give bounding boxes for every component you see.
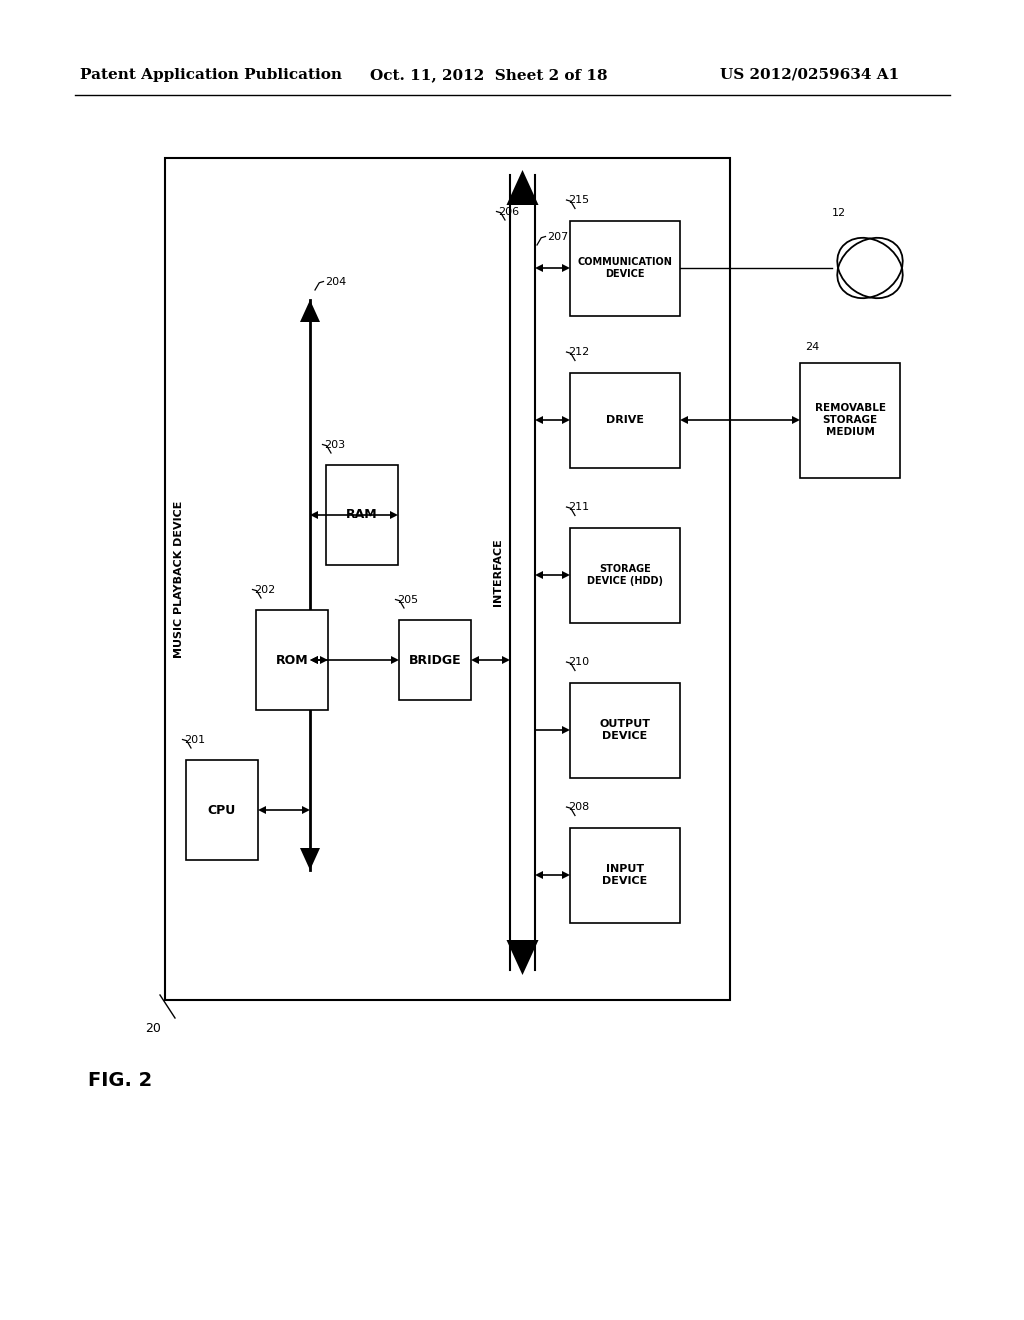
Polygon shape (507, 940, 539, 975)
Text: BRIDGE: BRIDGE (409, 653, 462, 667)
Text: 204: 204 (326, 276, 347, 286)
Polygon shape (310, 656, 318, 664)
Polygon shape (300, 300, 319, 322)
Bar (570, 372, 680, 467)
Text: INTERFACE: INTERFACE (493, 539, 503, 606)
Polygon shape (792, 416, 800, 424)
Polygon shape (562, 416, 570, 424)
Polygon shape (507, 170, 539, 205)
Bar (570, 528, 680, 623)
Text: MUSIC PLAYBACK DEVICE: MUSIC PLAYBACK DEVICE (174, 500, 184, 657)
Bar (570, 220, 680, 315)
Bar (256, 610, 328, 710)
Text: DRIVE: DRIVE (606, 414, 644, 425)
Text: Oct. 11, 2012  Sheet 2 of 18: Oct. 11, 2012 Sheet 2 of 18 (370, 69, 607, 82)
Polygon shape (535, 572, 543, 579)
Polygon shape (562, 572, 570, 579)
Polygon shape (302, 807, 310, 814)
Bar (326, 465, 398, 565)
Polygon shape (535, 871, 543, 879)
Text: FIG. 2: FIG. 2 (88, 1071, 153, 1089)
Polygon shape (300, 847, 319, 870)
Text: CPU: CPU (208, 804, 237, 817)
Text: 201: 201 (184, 734, 206, 744)
Polygon shape (502, 656, 510, 664)
Polygon shape (319, 656, 328, 664)
Text: 12: 12 (831, 209, 846, 218)
Text: Patent Application Publication: Patent Application Publication (80, 69, 342, 82)
Text: RAM: RAM (346, 508, 378, 521)
Text: 207: 207 (548, 231, 568, 242)
Text: STORAGE
DEVICE (HDD): STORAGE DEVICE (HDD) (587, 564, 663, 586)
Polygon shape (258, 807, 266, 814)
Bar (570, 828, 680, 923)
Polygon shape (562, 264, 570, 272)
Polygon shape (562, 871, 570, 879)
Text: INPUT
DEVICE: INPUT DEVICE (602, 865, 647, 886)
Text: 208: 208 (568, 803, 590, 812)
Text: US 2012/0259634 A1: US 2012/0259634 A1 (720, 69, 899, 82)
Text: 212: 212 (568, 347, 590, 356)
Polygon shape (391, 656, 399, 664)
Text: OUTPUT
DEVICE: OUTPUT DEVICE (599, 719, 650, 741)
Polygon shape (390, 511, 398, 519)
Polygon shape (680, 416, 688, 424)
Text: 203: 203 (325, 440, 346, 450)
Text: 215: 215 (568, 195, 590, 205)
Text: 211: 211 (568, 502, 590, 512)
Polygon shape (310, 656, 318, 664)
Polygon shape (471, 656, 479, 664)
Text: 24: 24 (805, 342, 819, 351)
Text: 206: 206 (499, 206, 519, 216)
Bar (165, 158, 730, 1001)
Bar (186, 760, 258, 861)
Text: ROM: ROM (275, 653, 308, 667)
Polygon shape (535, 264, 543, 272)
Polygon shape (562, 726, 570, 734)
Bar (399, 620, 471, 700)
Text: REMOVABLE
STORAGE
MEDIUM: REMOVABLE STORAGE MEDIUM (814, 404, 886, 437)
Text: 202: 202 (255, 585, 275, 594)
Polygon shape (535, 416, 543, 424)
Text: 20: 20 (145, 1022, 161, 1035)
Text: 205: 205 (397, 594, 419, 605)
Text: 210: 210 (568, 657, 590, 667)
Polygon shape (310, 511, 318, 519)
Text: COMMUNICATION
DEVICE: COMMUNICATION DEVICE (578, 257, 673, 279)
Bar (800, 363, 900, 478)
Bar (570, 682, 680, 777)
